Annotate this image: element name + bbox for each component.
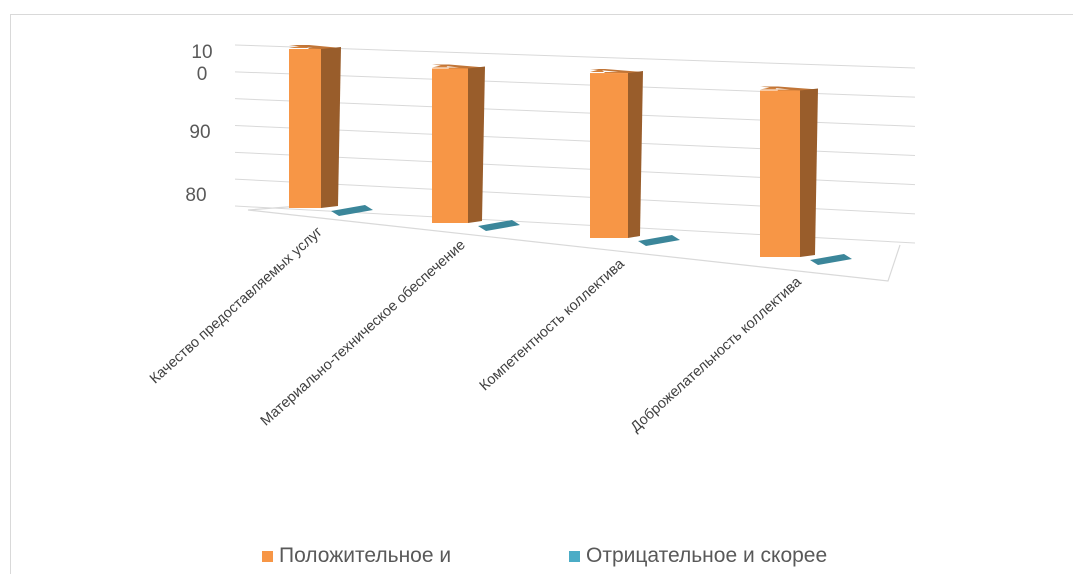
y-tick-label: 0 — [197, 64, 208, 85]
gridline — [234, 44, 916, 69]
legend-swatch-positive — [262, 550, 273, 562]
bar-positive-side — [468, 66, 485, 223]
bar-negative — [331, 205, 373, 216]
x-category-label: Компетентность коллектива — [477, 255, 629, 394]
floor-edge — [247, 205, 901, 282]
bar-positive-side — [628, 71, 643, 238]
legend: Положительное и Отрицательное и скорее — [0, 544, 1073, 574]
bar-positive-top — [760, 86, 818, 91]
x-category-label: Качество предоставляемых услуг — [147, 224, 326, 387]
y-tick-label: 80 — [185, 185, 206, 206]
legend-label-positive: Положительное и — [279, 544, 452, 567]
bar-positive-top — [590, 69, 643, 74]
bar-positive-side — [800, 88, 818, 257]
legend-label-negative: Отрицательное и скорее — [586, 544, 828, 567]
bar-negative — [810, 254, 852, 265]
bar-negative — [638, 235, 680, 246]
legend-item-positive: Положительное и — [262, 544, 451, 568]
legend-item-negative: Отрицательное и скорее — [569, 544, 827, 568]
legend-swatch-negative — [569, 550, 580, 562]
chart-floor — [247, 205, 901, 282]
y-axis-tick-labels: 100 90 80 — [185, 42, 212, 206]
bar-positive — [289, 49, 321, 208]
bars — [289, 45, 852, 265]
bar-positive — [432, 68, 468, 223]
bar-positive — [590, 73, 628, 238]
x-category-label: Доброжелательность коллектива — [628, 273, 806, 435]
chart-frame — [10, 14, 1073, 574]
bar-positive-top — [432, 64, 485, 69]
bar-positive-top — [590, 69, 643, 74]
y-tick-label: 90 — [189, 122, 210, 143]
bar-positive-top — [289, 45, 341, 49]
bar-negative — [478, 220, 520, 231]
x-axis-category-labels: Качество предоставляемых услугМатериальн… — [147, 224, 805, 435]
bar-positive-side — [321, 47, 341, 208]
bar-positive — [760, 90, 800, 257]
y-tick-label: 10 — [191, 42, 212, 63]
